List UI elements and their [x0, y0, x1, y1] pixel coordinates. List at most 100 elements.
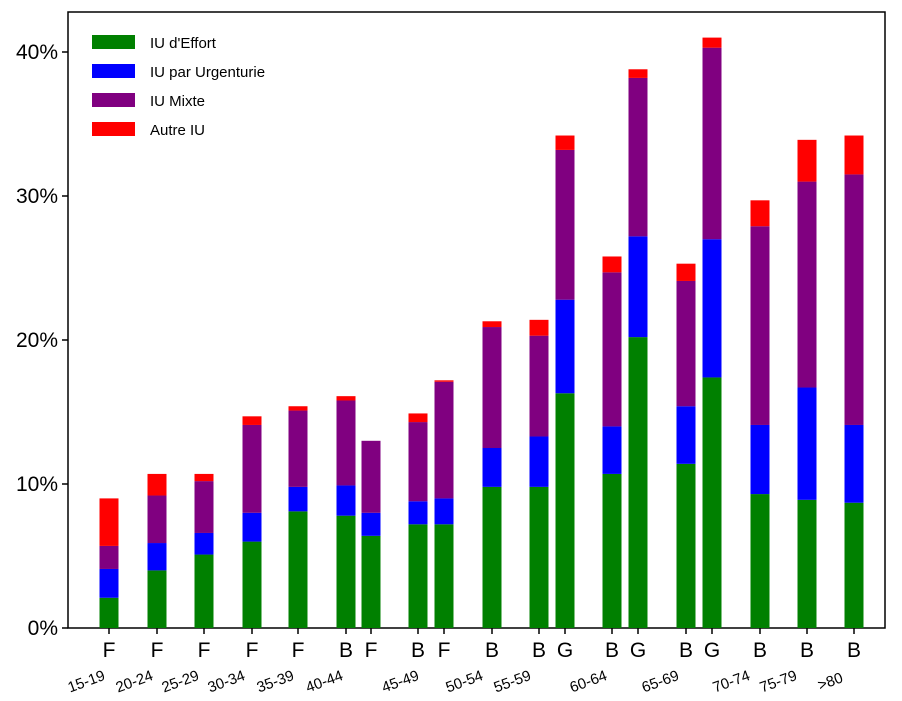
bar-segment — [797, 181, 817, 388]
bar-segment — [602, 473, 622, 628]
x-category-label: F — [198, 639, 211, 662]
bar-segment — [750, 200, 770, 227]
bar-segment — [750, 226, 770, 425]
bar-segment — [194, 554, 214, 628]
age-group-label: 40-44 — [304, 667, 346, 696]
bar-segment — [434, 498, 454, 525]
bar-segment — [555, 149, 575, 300]
x-category-label: G — [630, 639, 646, 662]
bar-segment — [288, 406, 308, 411]
legend-swatch — [92, 93, 135, 107]
bar-segment — [408, 524, 428, 628]
bar-segment — [844, 502, 864, 628]
plot-frame — [67, 11, 886, 629]
x-category-label: G — [557, 639, 573, 662]
x-category-label: G — [704, 639, 720, 662]
legend: IU d'Effort IU par Urgenturie IU Mixte Autr… — [92, 35, 265, 139]
bar-segment — [99, 498, 119, 546]
legend-swatch — [92, 64, 135, 78]
y-tick-label: 30% — [16, 185, 58, 208]
age-group-label: 15-19 — [66, 667, 108, 696]
x-category-label: F — [103, 639, 116, 662]
x-category-label: B — [605, 639, 619, 662]
bar-segment — [702, 37, 722, 48]
bar-segment — [288, 410, 308, 487]
age-group-label: 70-74 — [711, 667, 753, 696]
bar-segment — [676, 406, 696, 464]
x-category-label: F — [438, 639, 451, 662]
bar-segment — [336, 485, 356, 516]
bar-segment — [844, 135, 864, 175]
bar-segment — [408, 422, 428, 502]
bar-segment — [99, 545, 119, 569]
y-axis: 0% 10% 20% 30% 40% — [16, 41, 68, 640]
legend-label: IU Mixte — [150, 93, 205, 110]
bar-segment — [529, 319, 549, 336]
y-tick-label: 0% — [28, 617, 58, 640]
bar-segment — [482, 321, 502, 328]
age-group-label: 50-54 — [444, 667, 486, 696]
bar-segment — [336, 515, 356, 628]
bar-segment — [797, 139, 817, 182]
bar-segment — [408, 501, 428, 525]
bar-segment — [242, 541, 262, 628]
bar-segment — [408, 413, 428, 423]
x-category-label: B — [753, 639, 767, 662]
x-category-label: F — [151, 639, 164, 662]
bar-segment — [797, 499, 817, 628]
bar-segment — [676, 463, 696, 628]
bar-segment — [628, 77, 648, 237]
bar-segment — [628, 337, 648, 628]
age-group-label: 45-49 — [380, 667, 422, 696]
bar-segment — [676, 263, 696, 281]
bar-segment — [797, 387, 817, 500]
legend-label: IU par Urgenturie — [150, 64, 265, 81]
age-group-label: 25-29 — [160, 667, 202, 696]
bar-segment — [602, 426, 622, 474]
y-tick-label: 40% — [16, 41, 58, 64]
legend-label: Autre IU — [150, 122, 205, 139]
x-category-label: B — [485, 639, 499, 662]
bar-segment — [99, 568, 119, 598]
bar-segment — [555, 393, 575, 628]
x-category-label: B — [411, 639, 425, 662]
age-group-label: 30-34 — [206, 667, 248, 696]
bar-segment — [844, 174, 864, 425]
age-group-label: 75-79 — [758, 667, 800, 696]
x-category-label: F — [246, 639, 259, 662]
bar-segment — [361, 512, 381, 536]
bar-segment — [555, 299, 575, 394]
bar-segment — [750, 494, 770, 628]
y-tick-label: 20% — [16, 329, 58, 352]
bar-segment — [555, 135, 575, 150]
legend-swatch — [92, 122, 135, 136]
bar-segment — [482, 327, 502, 448]
x-axis: F F F F F B F B F B B G B G B G B B B15-19 20-24 25-29 30-34 3… — [66, 628, 861, 696]
age-group-label: 55-59 — [492, 667, 534, 696]
bar-segment — [702, 47, 722, 240]
bar-segment — [702, 377, 722, 628]
bar-segment — [602, 272, 622, 427]
age-group-label: 65-69 — [640, 667, 682, 696]
x-category-label: B — [800, 639, 814, 662]
bar-segment — [844, 424, 864, 503]
bar-segment — [434, 380, 454, 382]
bar-segment — [336, 396, 356, 401]
bar-segment — [482, 448, 502, 487]
bar-segment — [628, 236, 648, 338]
bar-segment — [99, 597, 119, 628]
bar-segment — [147, 495, 167, 544]
bar-segment — [194, 481, 214, 533]
bar-segment — [676, 280, 696, 407]
bar-segment — [482, 486, 502, 628]
bar-segment — [361, 440, 381, 513]
x-category-label: B — [847, 639, 861, 662]
bar-segment — [602, 256, 622, 273]
bar-segment — [336, 400, 356, 486]
legend-swatch — [92, 35, 135, 49]
bar-segment — [529, 486, 549, 628]
bar-segment — [242, 424, 262, 513]
bar-segment — [628, 69, 648, 78]
bar-segment — [702, 239, 722, 378]
